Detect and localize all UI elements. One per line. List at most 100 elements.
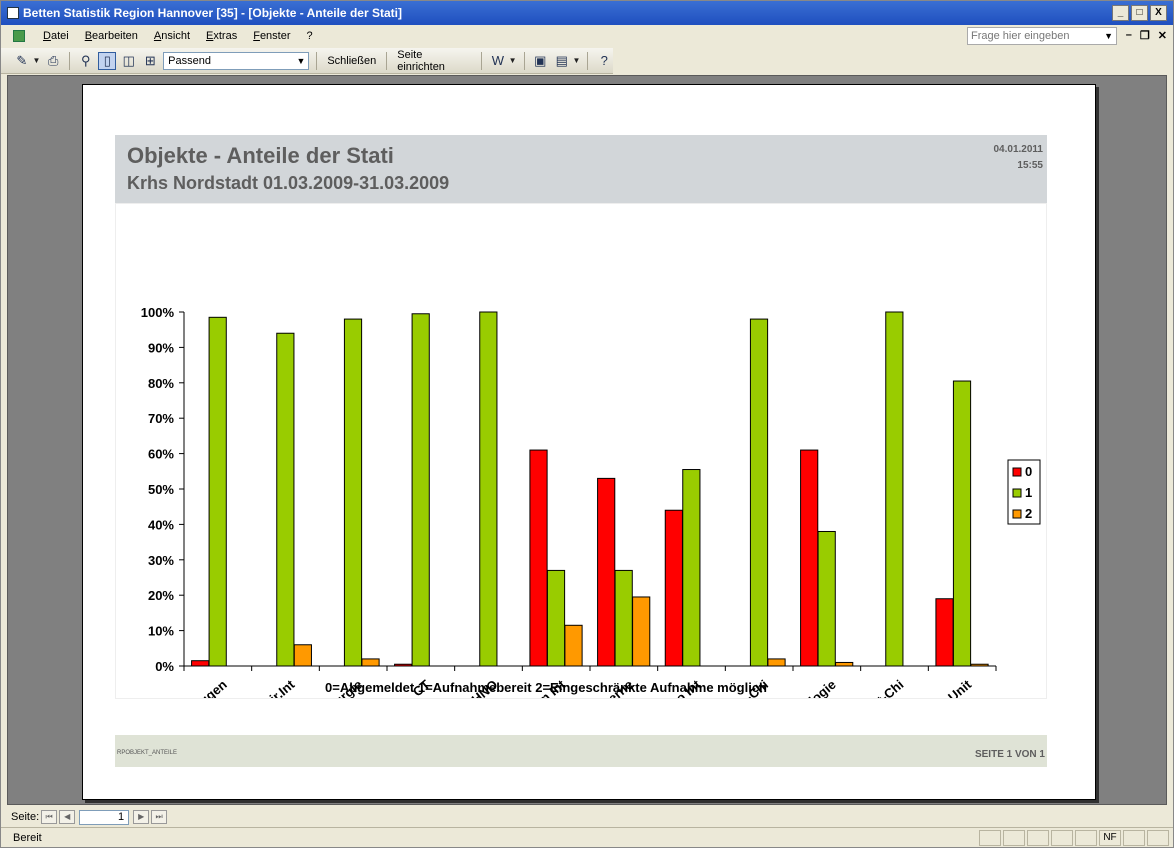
bar-chirint-series-1 [276,332,295,667]
bar-chart: 0% 10% 20% 30% 40% 50% 60% 70% 80% 90% 100% Augen C… [141,305,1041,732]
chevron-down-icon[interactable]: ▼ [572,56,581,65]
next-page-button[interactable]: ▶ [133,810,150,824]
menu-bearbeiten[interactable]: Bearbeiten [84,30,138,42]
maximize-button[interactable]: □ [1131,5,1148,21]
help-icon[interactable]: ? [600,53,608,68]
close-preview-button[interactable]: Schließen [327,54,377,67]
bar-chirurgie-series-2 [361,658,380,667]
menu-bar: Datei Bearbeiten Ansicht Extras Fenster … [1,25,1173,47]
document-icon[interactable] [13,30,25,42]
bar-internint-series-1 [546,569,566,667]
first-page-button[interactable]: ⏮ [41,810,58,824]
dropdown-arrow-icon[interactable]: ▼ [1104,31,1113,41]
status-bar: Bereit NF [1,827,1173,847]
bar-plastchi-series-1 [885,311,904,667]
report-title: Objekte - Anteile der Stati [127,143,394,168]
minimize-button[interactable]: _ [1112,5,1129,21]
y-tick-label: 60% [148,447,174,462]
zoom-select[interactable]: Passend ▼ [163,51,310,70]
status-text: Bereit [13,831,42,844]
one-page-icon[interactable]: ▯ [98,51,117,70]
menu-extras[interactable]: Extras [206,30,238,42]
prev-page-button[interactable]: ◀ [59,810,76,824]
legend-swatch-2 [1012,509,1022,519]
y-tick-label: 50% [148,482,174,497]
bar-neurologie-series-1 [817,530,836,667]
bar-strounit-series-2 [970,663,989,667]
word-export-icon[interactable]: W [491,53,504,68]
print-icon[interactable]: ⎙ [48,52,59,68]
report-page: Objekte - Anteile der Stati Krhs Nordsta… [82,84,1096,800]
menu-help[interactable]: ? [306,30,313,42]
bar-strounit-series-0 [935,598,954,667]
bar-augen-series-1 [208,316,227,667]
app-icon [7,7,19,19]
x-tick-label: Plast-Chi [854,677,907,698]
last-page-button[interactable]: ⏭ [151,810,168,824]
print-preview-toolbar: ✎ ▼ ⎙ ⚲ ▯ ◫ ⊞ Passend ▼ Schließen Seite … [1,48,613,74]
bar-augen-series-0 [191,660,210,667]
page-number-input[interactable]: 1 [79,809,130,825]
x-tick-label: Stro.Unit [922,676,974,698]
legend-label-1: 1 [1025,485,1032,500]
new-object-icon[interactable]: ▤ [555,52,568,68]
toolbar-separator [316,51,318,70]
page-setup-button[interactable]: Seite einrichten [397,48,445,73]
zoom-value: Passend [168,54,211,67]
legend-label-2: 2 [1025,506,1032,521]
mdi-minimize-icon[interactable]: – [1125,29,1132,41]
multiple-pages-icon[interactable]: ⊞ [144,52,156,68]
chevron-down-icon[interactable]: ▼ [32,56,41,65]
page-label: Seite: [11,811,40,823]
mdi-restore-icon[interactable]: ❐ [1139,30,1150,42]
y-tick-label: 80% [148,376,174,391]
bar-interne-series-1 [614,569,633,667]
bar-neurochi-series-2 [767,658,786,667]
mdi-controls: – ❐ ✕ [1126,29,1167,42]
legend-label-0: 0 [1025,464,1032,479]
bar-chirurgie-series-1 [343,318,363,667]
bar-hno-series-1 [479,311,498,667]
close-button[interactable]: X [1150,5,1167,21]
status-cell [1075,830,1097,846]
two-pages-icon[interactable]: ◫ [122,52,135,68]
status-cell [1147,830,1169,846]
status-cell [1051,830,1073,846]
x-tick-label: Neurologie [777,677,839,698]
y-tick-label: 0% [155,659,174,674]
bar-neurochi-series-1 [749,318,769,667]
bar-neuroint-series-1 [682,469,701,667]
title-bar: Betten Statistik Region Hannover [35] - … [1,1,1173,25]
report-header: Objekte - Anteile der Stati Krhs Nordsta… [115,135,1047,203]
menu-datei[interactable]: Datei [43,30,69,42]
y-tick-label: 100% [141,305,175,320]
legend-swatch-1 [1012,488,1022,498]
report-subtitle: Krhs Nordstadt 01.03.2009-31.03.2009 [127,173,450,193]
ask-question-placeholder: Frage hier eingeben [971,30,1070,42]
toolbar-separator [587,51,589,70]
status-cell [1003,830,1025,846]
mdi-close-icon[interactable]: ✕ [1157,30,1167,42]
y-tick-label: 20% [148,588,174,603]
zoom-icon[interactable]: ⚲ [80,52,91,68]
y-tick-label: 40% [148,517,174,532]
chart-caption: 0=Abgemeldet 1=Aufnahmebereit 2=Eingesch… [325,680,767,695]
report-datetime: 04.01.2011 15:55 [994,142,1044,174]
chevron-down-icon: ▼ [296,55,306,66]
ask-question-input[interactable]: Frage hier eingeben ▼ [967,27,1117,45]
menu-ansicht[interactable]: Ansicht [153,30,191,42]
chart-area: 0% 10% 20% 30% 40% 50% 60% 70% 80% 90% 100% Augen C… [115,203,1047,732]
page-navigation: Seite: ⏮ ◀ 1 ▶ ⏭ [1,807,1173,827]
bar-strounit-series-1 [952,380,972,667]
report-footer: RPOBJEKT_ANTEILE SEITE 1 VON 1 [115,735,1047,767]
y-tick-label: 90% [148,340,174,355]
view-design-icon[interactable]: ✎ [16,52,28,68]
database-window-icon[interactable]: ▣ [534,52,547,68]
report-date: 04.01.2011 [993,144,1044,155]
menu-fenster[interactable]: Fenster [253,30,291,42]
bar-internint-series-0 [529,449,548,667]
footer-page-info: SEITE 1 VON 1 [974,749,1045,760]
chevron-down-icon[interactable]: ▼ [508,56,517,65]
bar-neuroint-series-0 [664,509,683,667]
